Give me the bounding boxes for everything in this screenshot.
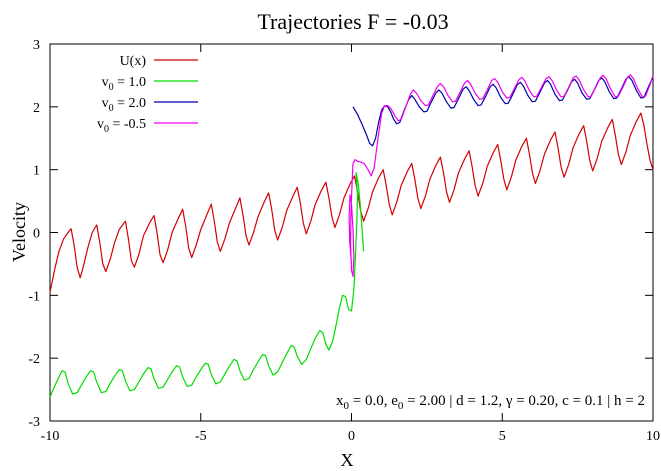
series-line-3: [348, 74, 654, 278]
annotation-e-subscript: 0: [398, 400, 404, 412]
y-tick-label: -2: [28, 352, 40, 367]
annotation-x-subscript: 0: [344, 400, 350, 412]
legend-label-base: v: [97, 117, 104, 132]
annotation-x-value: = 0.0, e: [349, 393, 398, 409]
legend-label-rest: = 2.0: [114, 96, 146, 111]
series-group: [49, 74, 654, 398]
legend-label-1: v0 = 1.0: [102, 75, 146, 93]
x-tick-label: -10: [41, 429, 60, 444]
legend-label-rest: = 1.0: [114, 75, 146, 90]
y-tick-label: -3: [28, 415, 40, 430]
y-tick-label: 2: [33, 101, 40, 116]
legend-label-3: v0 = -0.5: [97, 117, 146, 135]
x-tick-label: 5: [499, 429, 506, 444]
annotation-e-value: = 2.00 | d = 1.2, γ = 0.20, c = 0.1 | h …: [403, 393, 645, 409]
y-axis-label: Velocity: [9, 202, 29, 262]
legend: U(x)v0 = 1.0v0 = 2.0v0 = -0.5: [97, 54, 198, 135]
legend-label-base: U(x): [120, 54, 147, 69]
legend-label-subscript: 0: [109, 82, 114, 93]
legend-label-0: U(x): [120, 54, 147, 69]
series-line-1: [49, 172, 365, 398]
x-tick-label: 10: [646, 429, 660, 444]
legend-label-base: v: [102, 96, 109, 111]
series-line-2: [352, 76, 654, 147]
y-tick-label: 1: [33, 164, 40, 179]
legend-label-2: v0 = 2.0: [102, 96, 146, 114]
x-tick-label: 0: [348, 429, 355, 444]
y-tick-label: 0: [33, 227, 40, 242]
legend-label-base: v: [102, 75, 109, 90]
chart-title: Trajectories F = -0.03: [257, 9, 448, 34]
legend-label-rest: = -0.5: [109, 117, 146, 132]
y-tick-label: 3: [33, 38, 40, 53]
annotation-x-symbol: x: [336, 393, 344, 409]
x-axis-label: X: [341, 450, 354, 470]
legend-label-subscript: 0: [109, 103, 114, 114]
y-tick-label: -1: [28, 289, 40, 304]
legend-label-subscript: 0: [104, 124, 109, 135]
parameters-annotation: x0 = 0.0, e0 = 2.00 | d = 1.2, γ = 0.20,…: [336, 393, 645, 412]
x-tick-label: -5: [195, 429, 207, 444]
